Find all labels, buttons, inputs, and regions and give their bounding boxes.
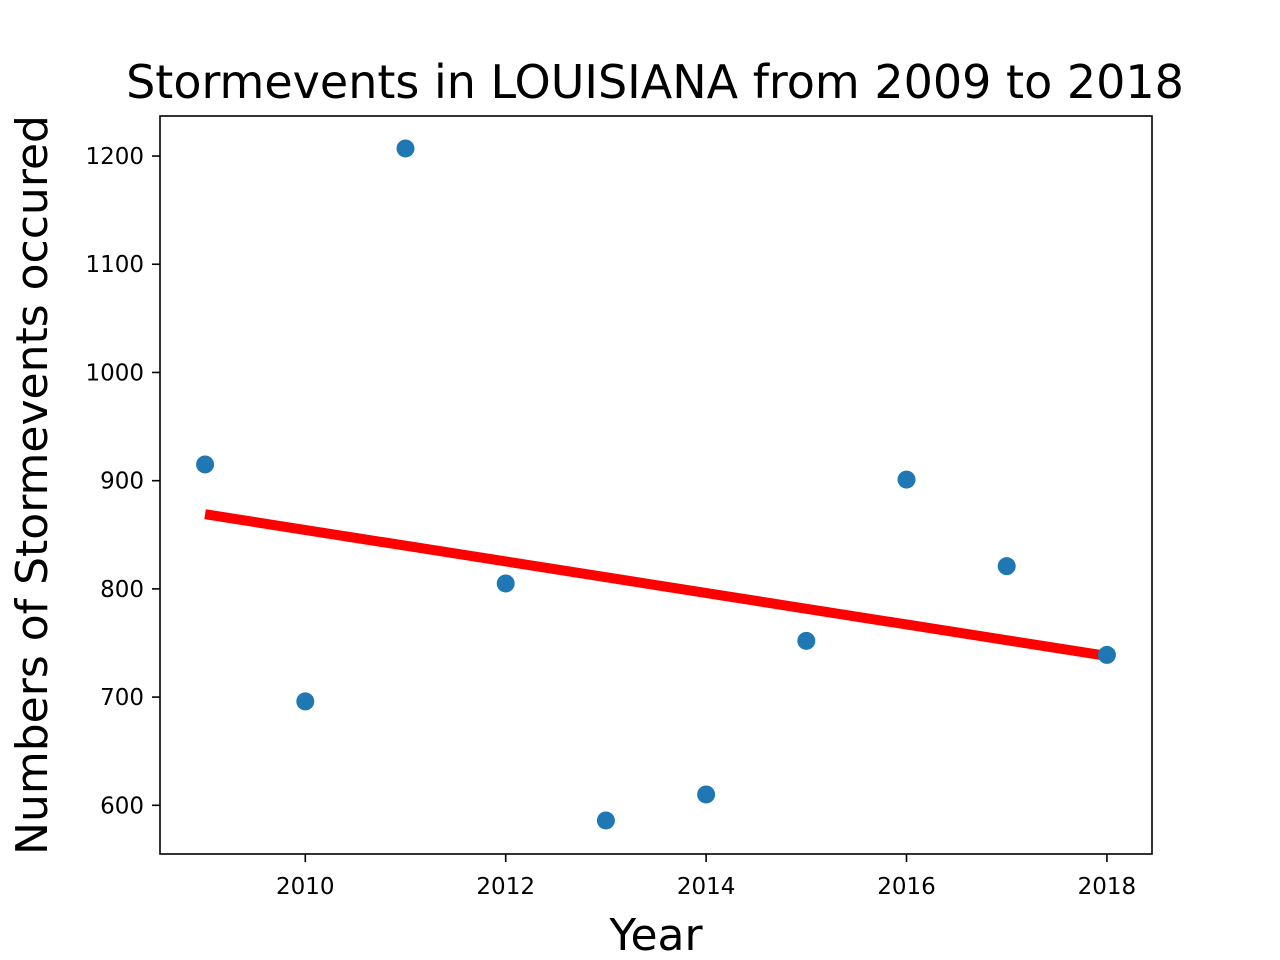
data-point [396,139,415,158]
x-axis-label: Year [608,910,703,960]
x-tick-label: 2010 [276,874,335,900]
points-layer [196,139,1116,830]
x-tick-label: 2014 [677,874,736,900]
data-point [897,470,916,489]
data-point [196,455,215,474]
data-point [296,692,315,711]
plot-frame [159,115,1153,855]
chart-title: Stormevents in LOUISIANA from 2009 to 20… [126,55,1184,109]
y-tick-label: 900 [100,469,144,495]
data-point [596,811,615,830]
y-tick-label: 800 [100,577,144,603]
y-tick-label: 1100 [85,252,144,278]
y-axis-label: Numbers of Stormevents occured [7,115,58,855]
data-point [797,631,816,650]
x-tick-label: 2012 [476,874,535,900]
trendline-layer [204,509,1108,661]
x-tick-label: 2018 [1078,874,1137,900]
y-tick-label: 1000 [85,360,144,386]
y-tick-label: 1200 [85,144,144,170]
x-tick-label: 2016 [877,874,936,900]
data-point [496,574,515,593]
data-point [997,557,1016,576]
trendline [204,509,1108,661]
y-tick-label: 600 [100,793,144,819]
y-tick-label: 700 [100,685,144,711]
axis-ticks: 2010 2012 2014 2016 2018 600 700 800 900 1000 1100… [85,144,1136,900]
data-point [1097,645,1116,664]
data-point [697,785,716,804]
